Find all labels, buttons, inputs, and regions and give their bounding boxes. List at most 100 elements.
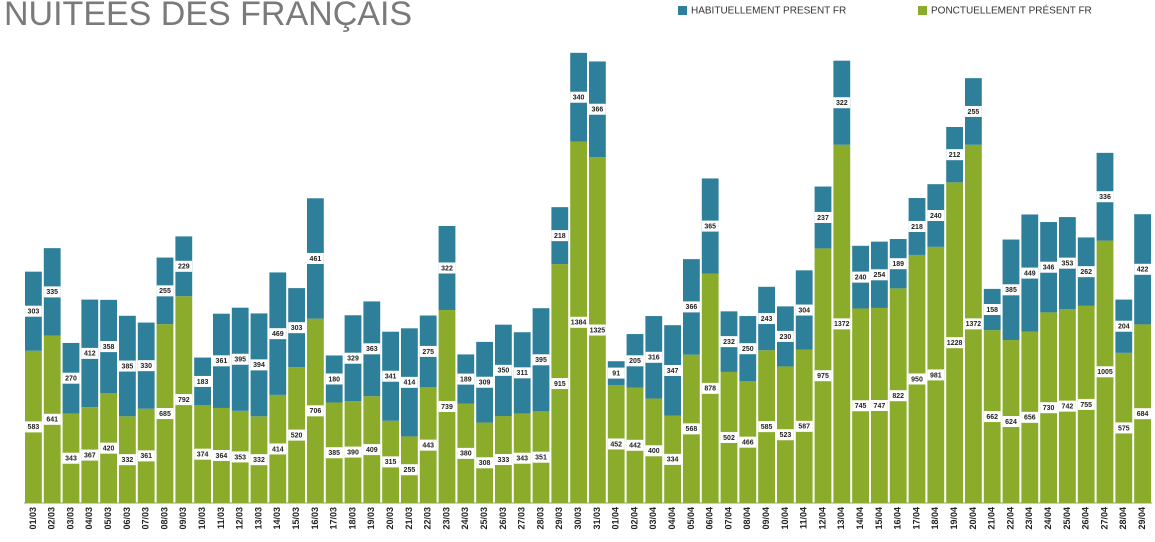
x-tick-label: 28/04 — [1118, 507, 1128, 530]
x-tick-label: 18/04 — [930, 507, 940, 530]
data-label: 367 — [84, 452, 96, 459]
data-label: 229 — [178, 264, 190, 271]
x-tick-label: 22/03 — [423, 507, 433, 530]
data-label: 250 — [742, 346, 754, 353]
x-tick-label: 15/04 — [874, 507, 884, 530]
data-label: 218 — [554, 233, 566, 240]
x-tick-label: 09/04 — [761, 507, 771, 530]
data-label: 685 — [159, 411, 171, 418]
label-box — [1134, 263, 1151, 275]
data-label: 442 — [629, 443, 641, 450]
label-box — [288, 322, 305, 334]
data-label: 303 — [291, 325, 303, 332]
legend-label: PONCTUELLEMENT PRÉSENT FR — [931, 4, 1092, 17]
data-label: 255 — [159, 288, 171, 295]
x-tick-label: 23/04 — [1024, 507, 1034, 530]
data-label: 502 — [723, 435, 735, 442]
label-box — [43, 286, 61, 298]
data-label: 347 — [667, 368, 679, 375]
label-box — [889, 258, 907, 270]
label-box — [833, 97, 851, 109]
label-box — [457, 447, 475, 459]
label-box — [25, 421, 42, 433]
label-box — [1096, 191, 1114, 203]
label-box — [495, 364, 512, 376]
label-box — [513, 452, 531, 464]
x-tick-label: 08/03 — [159, 507, 169, 530]
label-box — [814, 370, 832, 382]
data-label: 363 — [366, 346, 378, 353]
data-label: 304 — [798, 307, 810, 314]
label-box — [965, 105, 982, 117]
data-label: 568 — [686, 426, 698, 433]
data-label: 975 — [817, 373, 829, 380]
label-box — [908, 373, 926, 385]
x-tick-label: 24/03 — [460, 507, 470, 530]
label-box — [777, 330, 794, 342]
data-label: 275 — [422, 349, 434, 356]
data-label: 240 — [855, 274, 867, 281]
label-box — [250, 359, 268, 371]
label-box — [288, 429, 305, 441]
data-label: 364 — [216, 453, 228, 460]
label-box — [231, 451, 249, 463]
label-box — [62, 452, 80, 464]
label-box — [363, 444, 381, 456]
x-tick-label: 27/03 — [517, 507, 527, 530]
label-box — [871, 269, 888, 281]
data-label: 792 — [178, 397, 190, 404]
x-tick-label: 20/03 — [385, 507, 395, 530]
data-label: 262 — [1080, 269, 1092, 276]
label-box — [119, 454, 136, 466]
x-tick-label: 16/03 — [310, 507, 320, 530]
label-box — [1021, 411, 1039, 423]
data-label: 237 — [817, 215, 829, 222]
label-box — [438, 262, 456, 274]
data-label: 361 — [216, 358, 228, 365]
data-label: 641 — [46, 417, 58, 424]
x-tick-label: 05/03 — [103, 507, 113, 530]
data-label: 412 — [84, 351, 96, 358]
x-tick-label: 21/03 — [404, 507, 414, 530]
data-label: 189 — [460, 376, 472, 383]
chart-title: NUITÉES DES FRANÇAIS — [4, 0, 412, 33]
label-box — [852, 271, 869, 283]
label-box — [626, 439, 644, 451]
label-box — [476, 457, 493, 469]
x-tick-label: 14/03 — [272, 507, 282, 530]
label-box — [607, 438, 625, 450]
label-box — [194, 375, 211, 387]
label-box — [363, 343, 381, 355]
data-label: 449 — [1024, 270, 1036, 277]
data-label: 706 — [310, 408, 322, 415]
data-label: 409 — [366, 447, 378, 454]
data-label: 366 — [592, 107, 604, 114]
data-label: 1372 — [834, 321, 850, 328]
label-box — [720, 431, 738, 443]
data-label: 335 — [46, 289, 58, 296]
x-tick-label: 17/03 — [329, 507, 339, 530]
label-box — [1059, 400, 1076, 412]
label-box — [325, 373, 343, 385]
legend-swatch — [678, 6, 687, 15]
label-box — [1115, 422, 1133, 434]
label-box — [156, 408, 174, 420]
data-label: 747 — [874, 403, 886, 410]
label-box — [983, 304, 1001, 316]
label-box — [664, 453, 681, 465]
label-box — [1040, 261, 1057, 273]
label-box — [570, 91, 587, 103]
x-tick-label: 06/03 — [122, 507, 132, 530]
data-label: 218 — [911, 224, 923, 231]
label-box — [62, 372, 80, 384]
label-box — [758, 421, 775, 433]
x-tick-label: 23/03 — [441, 507, 451, 530]
label-box — [701, 382, 719, 394]
label-box — [852, 400, 869, 412]
label-box — [269, 328, 287, 340]
data-label: 346 — [1043, 265, 1055, 272]
label-box — [871, 399, 888, 411]
label-box — [1096, 366, 1114, 378]
x-tick-label: 04/03 — [84, 507, 94, 530]
